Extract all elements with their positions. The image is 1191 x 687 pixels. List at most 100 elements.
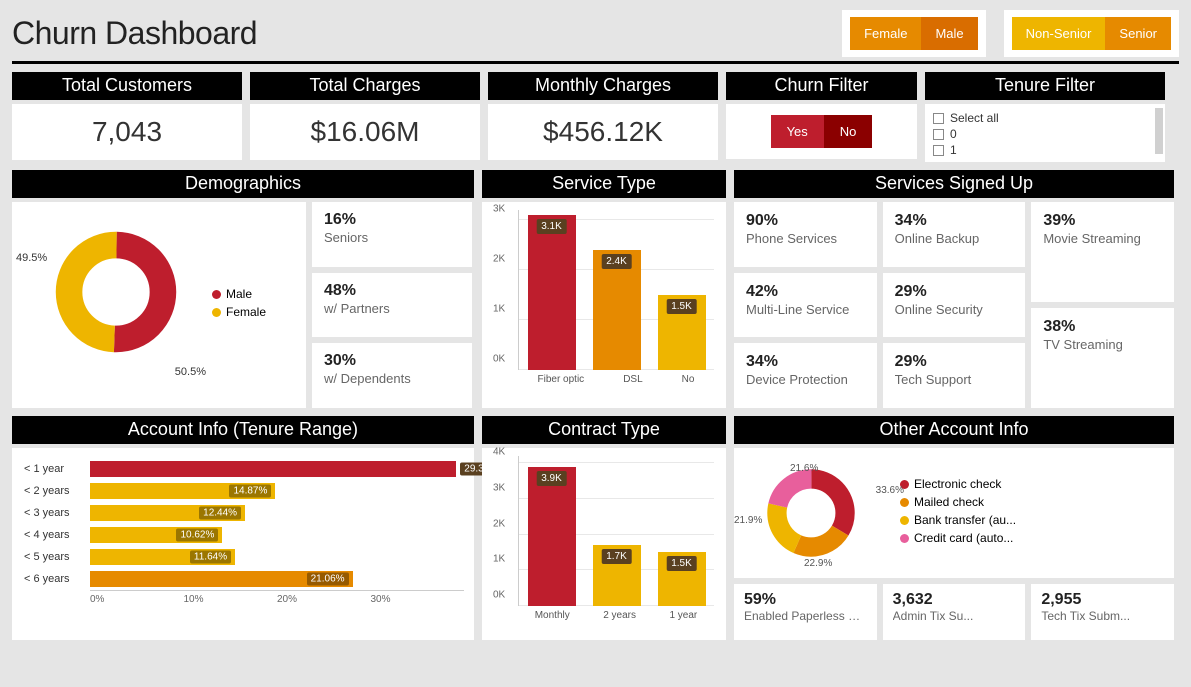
nonsenior-button[interactable]: Non-Senior <box>1012 17 1106 50</box>
service-label: Online Backup <box>895 231 1014 246</box>
other-stat-label: Tech Tix Subm... <box>1041 609 1164 623</box>
checkbox-icon <box>933 129 944 140</box>
y-tick-label: 2K <box>493 518 505 529</box>
tenure-bar-label: < 1 year <box>24 463 84 475</box>
contract-type-panel: Contract Type 0K1K2K3K4K3.9K1.7K1.5K Mon… <box>482 416 726 640</box>
tenure-item-1[interactable]: 1 <box>933 142 1157 158</box>
stat-pct: 16% <box>324 211 460 229</box>
senior-button[interactable]: Senior <box>1105 17 1171 50</box>
x-tick-label: DSL <box>623 374 642 385</box>
tenure-item-selectall[interactable]: Select all <box>933 110 1157 126</box>
x-tick-label: 0% <box>90 594 184 605</box>
gender-legend: Male Female <box>212 287 266 323</box>
tenure-filter: Tenure Filter Select all 0 1 <box>925 72 1165 162</box>
checkbox-icon <box>933 145 944 156</box>
tenure-bar-label: < 2 years <box>24 485 84 497</box>
service-label: Multi-Line Service <box>746 302 865 317</box>
other-stat-card: 3,632Admin Tix Su... <box>883 584 1026 640</box>
tenure-item-0[interactable]: 0 <box>933 126 1157 142</box>
service-card: 34%Device Protection <box>734 343 877 408</box>
legend-label: Female <box>226 305 266 319</box>
bar-value-label: 1.5K <box>666 299 697 314</box>
service-pct: 34% <box>895 212 1014 230</box>
kpi-value: $16.06M <box>250 104 480 160</box>
tenure-bar: 29.38% <box>90 461 456 477</box>
stat-pct: 30% <box>324 352 460 370</box>
legend-label: Credit card (auto... <box>914 531 1013 545</box>
service-label: Movie Streaming <box>1043 231 1162 246</box>
tenure-bar-row: < 2 years 14.87% <box>24 480 464 502</box>
other-account-panel: Other Account Info 21.6% 33.6% 22.9% 21.… <box>734 416 1174 640</box>
tenure-item-label: 1 <box>950 143 957 157</box>
checkbox-icon <box>933 113 944 124</box>
kpi-monthly-charges: Monthly Charges $456.12K <box>488 72 718 162</box>
legend-item: Bank transfer (au... <box>900 513 1016 527</box>
y-tick-label: 3K <box>493 482 505 493</box>
bottom-row: Account Info (Tenure Range) < 1 year 29.… <box>12 416 1179 640</box>
stat-label: Seniors <box>324 230 460 245</box>
churn-yes-button[interactable]: Yes <box>771 115 824 148</box>
kpi-row: Total Customers 7,043 Total Charges $16.… <box>12 72 1179 162</box>
donut-callout: 21.9% <box>734 515 762 526</box>
stat-dependents: 30%w/ Dependents <box>312 343 472 408</box>
service-type-chart: 0K1K2K3K3.1K2.4K1.5K Fiber opticDSLNo <box>482 202 726 408</box>
senior-filter: Non-Senior Senior <box>1004 10 1179 57</box>
scrollbar[interactable] <box>1155 108 1163 154</box>
kpi-total-charges: Total Charges $16.06M <box>250 72 480 162</box>
kpi-header: Total Customers <box>12 72 242 100</box>
tenure-bar-row: < 3 years 12.44% <box>24 502 464 524</box>
x-tick-label: 10% <box>184 594 278 605</box>
service-card: 42%Multi-Line Service <box>734 273 877 338</box>
bar: 1.7K <box>593 545 641 606</box>
service-card: 29%Online Security <box>883 273 1026 338</box>
churn-no-button[interactable]: No <box>824 115 873 148</box>
stat-seniors: 16%Seniors <box>312 202 472 267</box>
kpi-value: $456.12K <box>488 104 718 160</box>
tenure-bar: 12.44% <box>90 505 245 521</box>
service-label: Device Protection <box>746 372 865 387</box>
legend-item: Credit card (auto... <box>900 531 1016 545</box>
tenure-range-panel: Account Info (Tenure Range) < 1 year 29.… <box>12 416 474 640</box>
demographics-stats: 16%Seniors 48%w/ Partners 30%w/ Dependen… <box>312 202 472 408</box>
other-stat-label: Enabled Paperless Bill... <box>744 609 867 623</box>
tenure-bar-row: < 1 year 29.38% <box>24 458 464 480</box>
legend-label: Bank transfer (au... <box>914 513 1016 527</box>
kpi-total-customers: Total Customers 7,043 <box>12 72 242 162</box>
service-pct: 29% <box>895 353 1014 371</box>
tenure-bar-value: 12.44% <box>199 507 241 520</box>
tenure-bar-value: 21.06% <box>307 573 349 586</box>
bar: 1.5K <box>658 295 706 370</box>
gender-male-button[interactable]: Male <box>921 17 977 50</box>
x-tick-label: Fiber optic <box>538 374 585 385</box>
swatch-icon <box>212 308 221 317</box>
legend-label: Mailed check <box>914 495 984 509</box>
payment-donut-card: 21.6% 33.6% 22.9% 21.9% Electronic check… <box>734 448 1174 578</box>
services-signed-header: Services Signed Up <box>734 170 1174 198</box>
gender-female-button[interactable]: Female <box>850 17 921 50</box>
stat-label: w/ Dependents <box>324 371 460 386</box>
tenure-bar-row: < 6 years 21.06% <box>24 568 464 590</box>
kpi-header: Monthly Charges <box>488 72 718 100</box>
payment-legend: Electronic checkMailed checkBank transfe… <box>900 477 1016 549</box>
service-card: 39%Movie Streaming <box>1031 202 1174 302</box>
tenure-bar-label: < 5 years <box>24 551 84 563</box>
bar: 1.5K <box>658 552 706 606</box>
tenure-bar-value: 14.87% <box>229 485 271 498</box>
swatch-icon <box>212 290 221 299</box>
service-card: 29%Tech Support <box>883 343 1026 408</box>
tenure-bar-value: 11.64% <box>190 551 231 564</box>
legend-label: Male <box>226 287 252 301</box>
service-label: Online Security <box>895 302 1014 317</box>
tenure-bar: 11.64% <box>90 549 235 565</box>
service-pct: 42% <box>746 283 865 301</box>
stat-pct: 48% <box>324 282 460 300</box>
bar-value-label: 1.7K <box>601 549 632 564</box>
demographics-header: Demographics <box>12 170 474 198</box>
other-account-stats: 59%Enabled Paperless Bill...3,632Admin T… <box>734 584 1174 640</box>
header-row: Churn Dashboard Female Male Non-Senior S… <box>12 10 1179 64</box>
swatch-icon <box>900 498 909 507</box>
gender-filter: Female Male <box>842 10 986 57</box>
tenure-filter-list[interactable]: Select all 0 1 <box>925 104 1165 162</box>
x-tick-label: Monthly <box>535 610 570 621</box>
y-tick-label: 0K <box>493 590 505 601</box>
